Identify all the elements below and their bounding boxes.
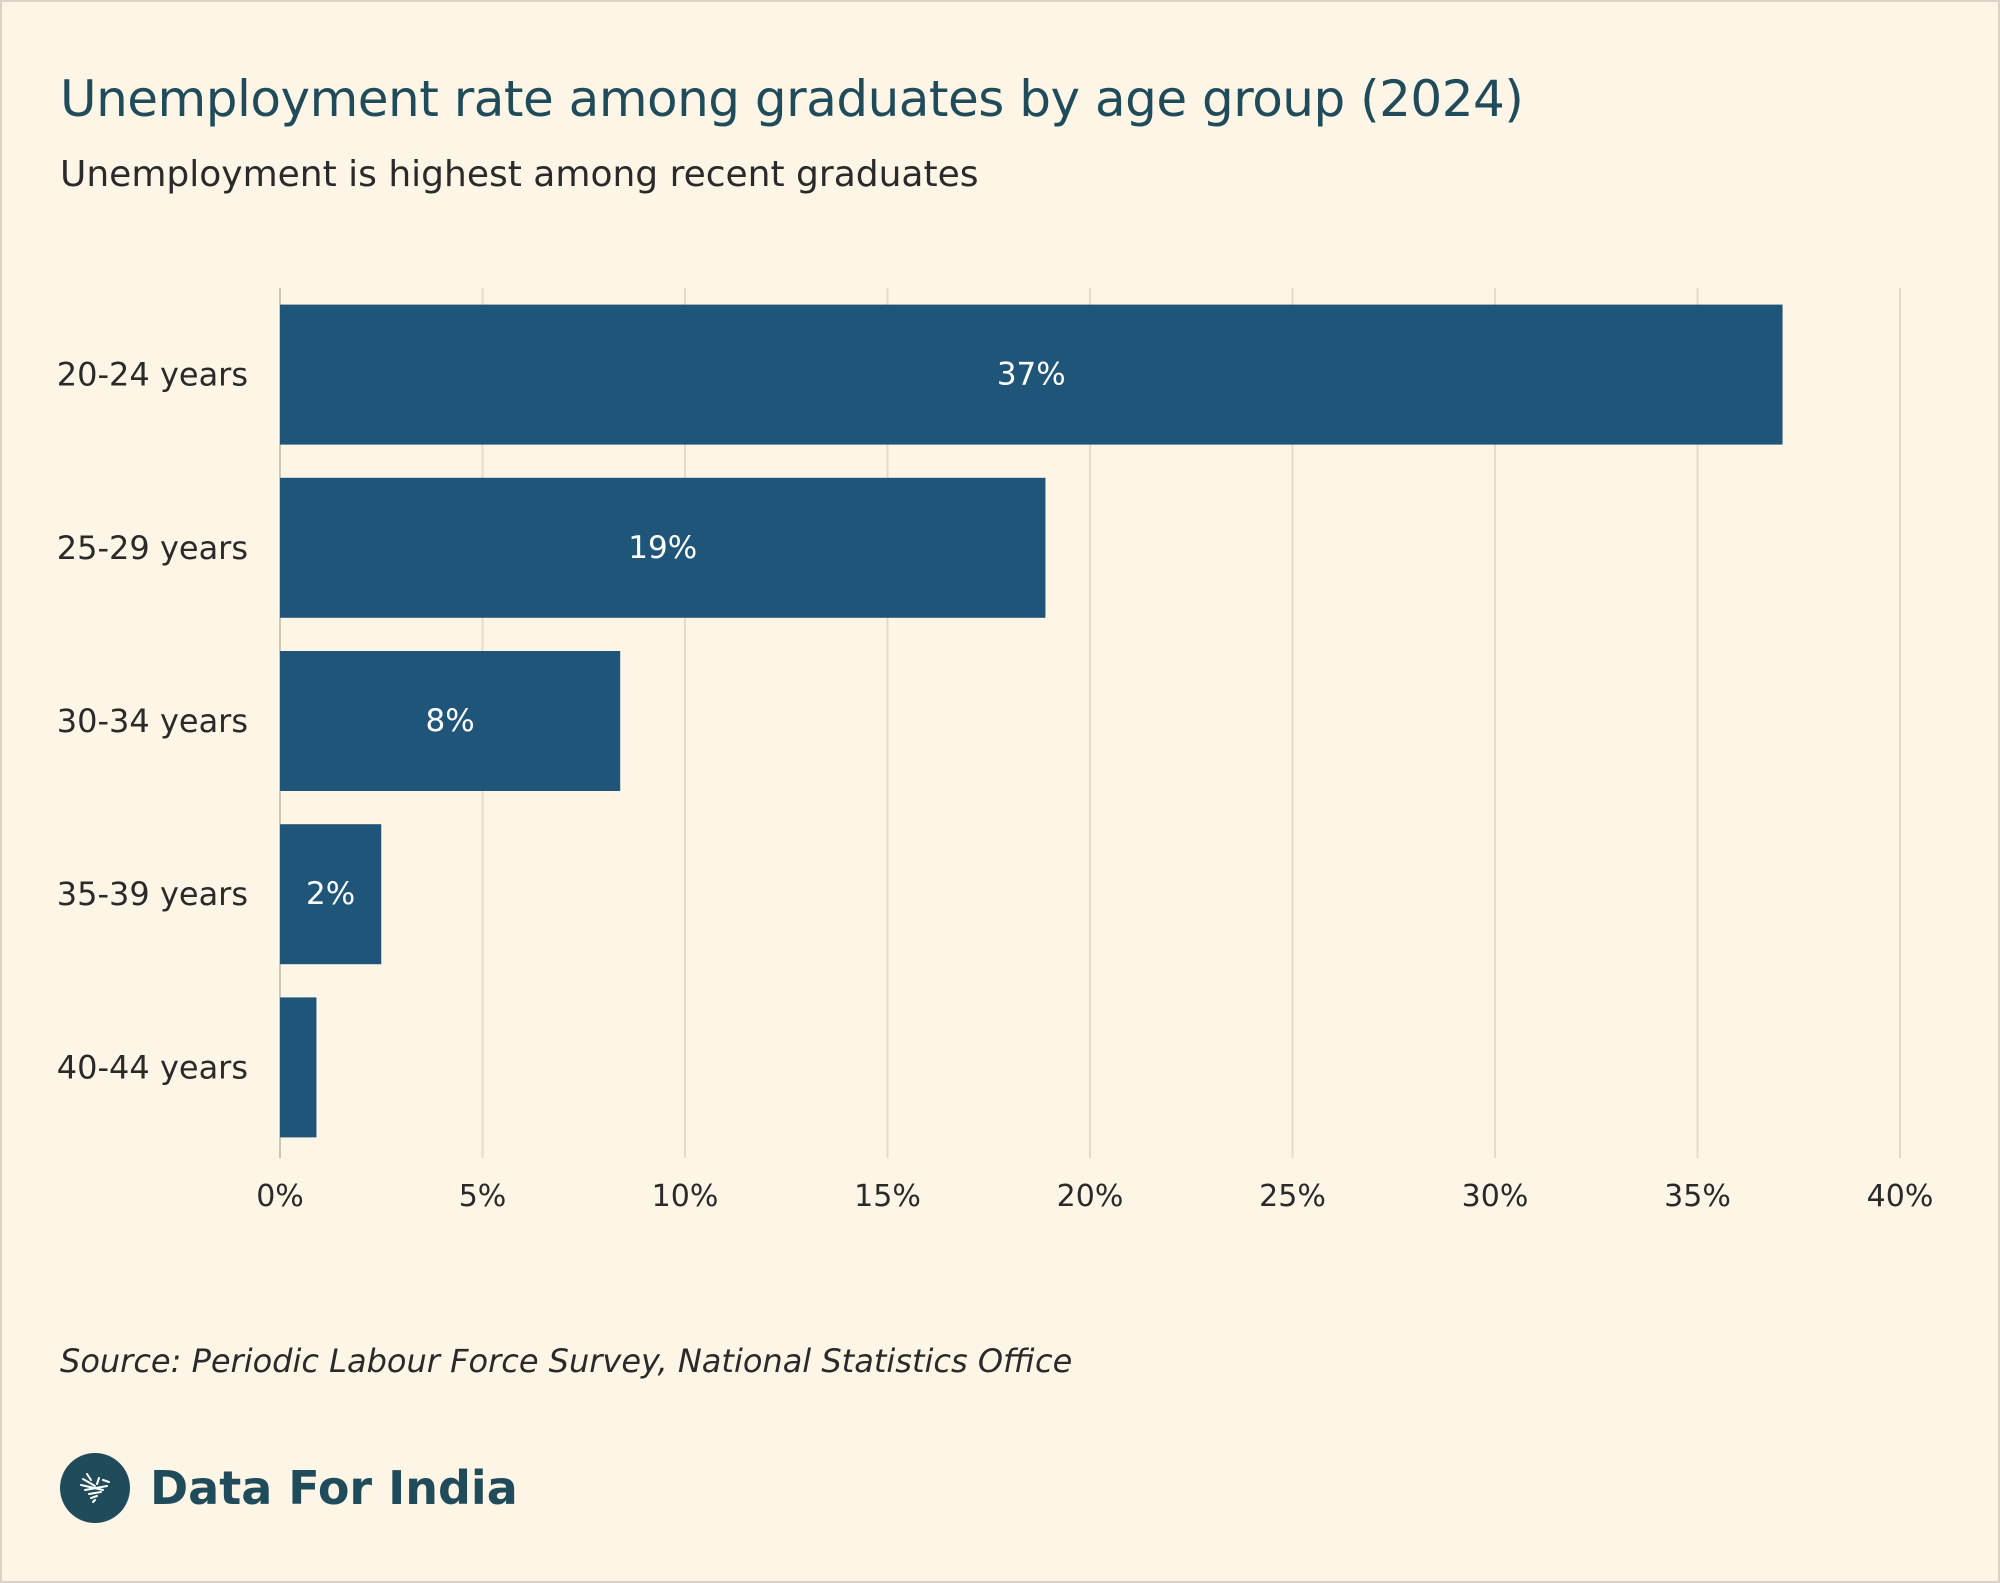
bar	[280, 824, 382, 965]
x-tick-label: 5%	[459, 1179, 507, 1214]
brand: Data For India	[60, 1452, 518, 1524]
data-label: 8%	[426, 703, 475, 739]
india-map-logo-icon	[60, 1453, 130, 1523]
chart-title: Unemployment rate among graduates by age…	[60, 70, 1524, 128]
x-tick-label: 40%	[1867, 1179, 1934, 1214]
bar	[280, 477, 1046, 618]
data-label: 19%	[628, 530, 697, 566]
category-label: 25-29 years	[57, 529, 248, 567]
x-tick-label: 15%	[854, 1179, 921, 1214]
category-label: 35-39 years	[57, 875, 248, 913]
x-tick-label: 0%	[256, 1179, 304, 1214]
bar	[280, 304, 1783, 445]
x-tick-label: 35%	[1664, 1179, 1731, 1214]
x-tick-label: 10%	[652, 1179, 719, 1214]
source-note: Source: Periodic Labour Force Survey, Na…	[60, 1342, 1073, 1380]
data-label: 37%	[997, 357, 1066, 393]
x-tick-label: 30%	[1462, 1179, 1529, 1214]
category-label: 40-44 years	[57, 1048, 248, 1086]
category-label: 30-34 years	[57, 702, 248, 740]
category-label: 20-24 years	[57, 356, 248, 394]
bar	[280, 997, 317, 1138]
data-label: 2%	[306, 876, 355, 912]
chart-subtitle: Unemployment is highest among recent gra…	[60, 154, 979, 195]
brand-name: Data For India	[150, 1461, 518, 1515]
x-tick-label: 20%	[1057, 1179, 1124, 1214]
bar-chart: 20-24 years 37% 25-29 years 19% 30-34 years 8…	[57, 288, 1934, 1214]
x-tick-label: 25%	[1259, 1179, 1326, 1214]
bar	[280, 651, 621, 791]
